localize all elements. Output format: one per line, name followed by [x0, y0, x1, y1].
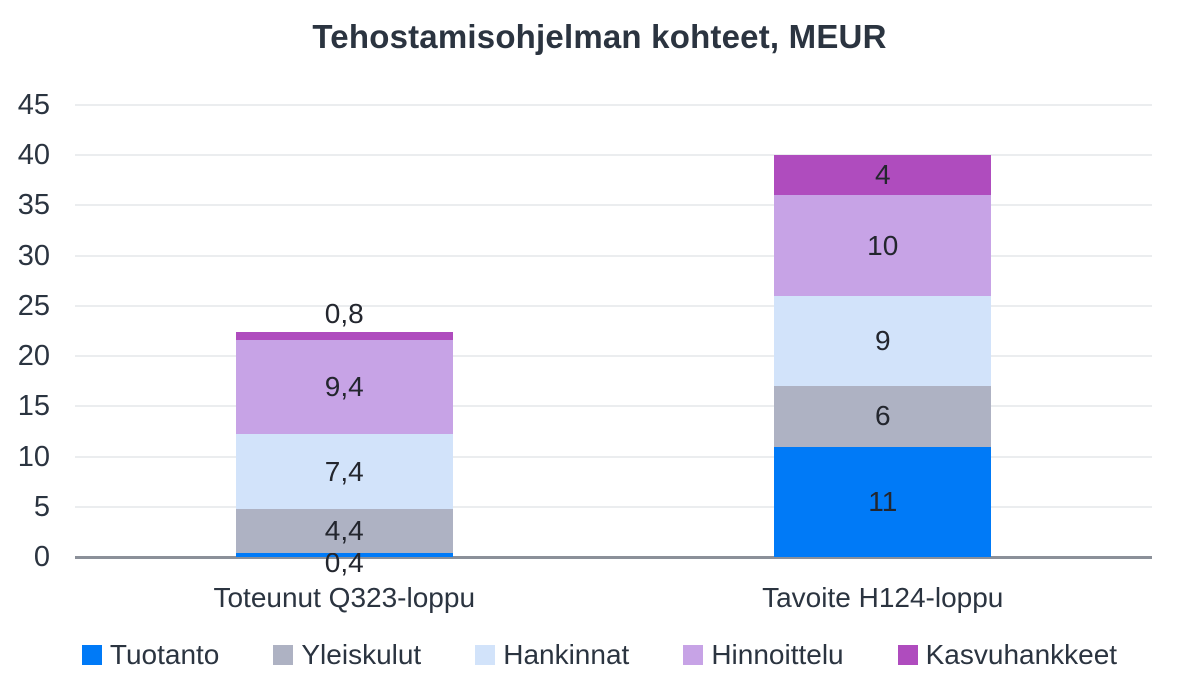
y-tick-label: 10	[17, 440, 50, 473]
bar-segment-hankinnat	[235, 434, 453, 509]
bar-segment-hankinnat	[774, 295, 992, 387]
x-category-label: Tavoite H124-loppu	[762, 582, 1004, 613]
gridline	[75, 104, 1152, 106]
legend-label: Kasvuhankkeet	[925, 639, 1118, 670]
bar-segment-kasvuhankkeet	[774, 155, 992, 196]
bar-value-label: 6	[874, 400, 891, 432]
legend-swatch-icon	[897, 645, 918, 665]
bar-segment-tuotanto	[235, 552, 453, 557]
legend-item-kasvuhankkeet: Kasvuhankkeet	[897, 639, 1118, 671]
chart-legend: Tuotanto Yleiskulut Hankinnat Hinnoittelu Ka…	[0, 639, 1199, 671]
legend-swatch-icon	[81, 645, 102, 665]
bar-value-label: 4,4	[324, 514, 364, 546]
chart-title: Tehostamisohjelman kohteet, MEUR	[312, 18, 887, 55]
bar-value-label: 4	[874, 159, 891, 191]
y-tick-label: 20	[17, 340, 50, 373]
legend-item-tuotanto: Tuotanto	[81, 639, 220, 671]
bar-value-label: 9	[874, 325, 891, 357]
gridline	[75, 505, 1152, 508]
bar-value-label: 7,4	[324, 455, 364, 487]
bar-segment-yleiskulut	[774, 386, 992, 447]
gridline	[75, 355, 1152, 358]
bar-segment-hinnoittelu	[774, 195, 992, 296]
gridline	[75, 405, 1152, 408]
y-tick-label: 5	[33, 490, 50, 523]
legend-label: Hankinnat	[503, 639, 630, 670]
y-tick-label: 45	[17, 89, 50, 121]
y-tick-label: 25	[17, 289, 50, 322]
bar-segment-kasvuhankkeet	[235, 332, 453, 341]
x-axis-baseline	[75, 556, 1152, 559]
legend-swatch-icon	[273, 645, 294, 665]
legend-swatch-icon	[475, 645, 496, 665]
y-tick-label: 30	[17, 239, 50, 272]
bar-value-label: 10	[867, 229, 899, 261]
y-tick-label: 0	[33, 541, 50, 573]
legend-item-yleiskulut: Yleiskulut	[273, 639, 421, 671]
bar-value-label: 11	[868, 485, 898, 517]
bar-value-label: 0,4	[324, 546, 364, 578]
legend-item-hinnoittelu: Hinnoittelu	[683, 639, 844, 671]
bar-value-label: 9,4	[324, 371, 364, 403]
gridline	[75, 304, 1152, 307]
gridline	[75, 254, 1152, 257]
legend-item-hankinnat: Hankinnat	[475, 639, 629, 671]
bar-segment-yleiskulut	[235, 508, 453, 553]
y-tick-label: 35	[17, 189, 50, 222]
bar-segment-tuotanto	[774, 446, 992, 557]
y-tick-label: 15	[17, 390, 50, 423]
gridline	[75, 204, 1152, 207]
legend-label: Hinnoittelu	[711, 639, 844, 670]
legend-label: Yleiskulut	[301, 639, 422, 670]
y-tick-label: 40	[17, 139, 50, 172]
bar-value-label: 0,8	[324, 298, 364, 329]
gridline	[75, 455, 1152, 458]
bar-segment-hinnoittelu	[235, 340, 453, 435]
gridline	[75, 154, 1152, 157]
x-category-label: Toteunut Q323-loppu	[213, 582, 476, 613]
legend-swatch-icon	[683, 645, 704, 665]
legend-label: Tuotanto	[109, 639, 220, 670]
